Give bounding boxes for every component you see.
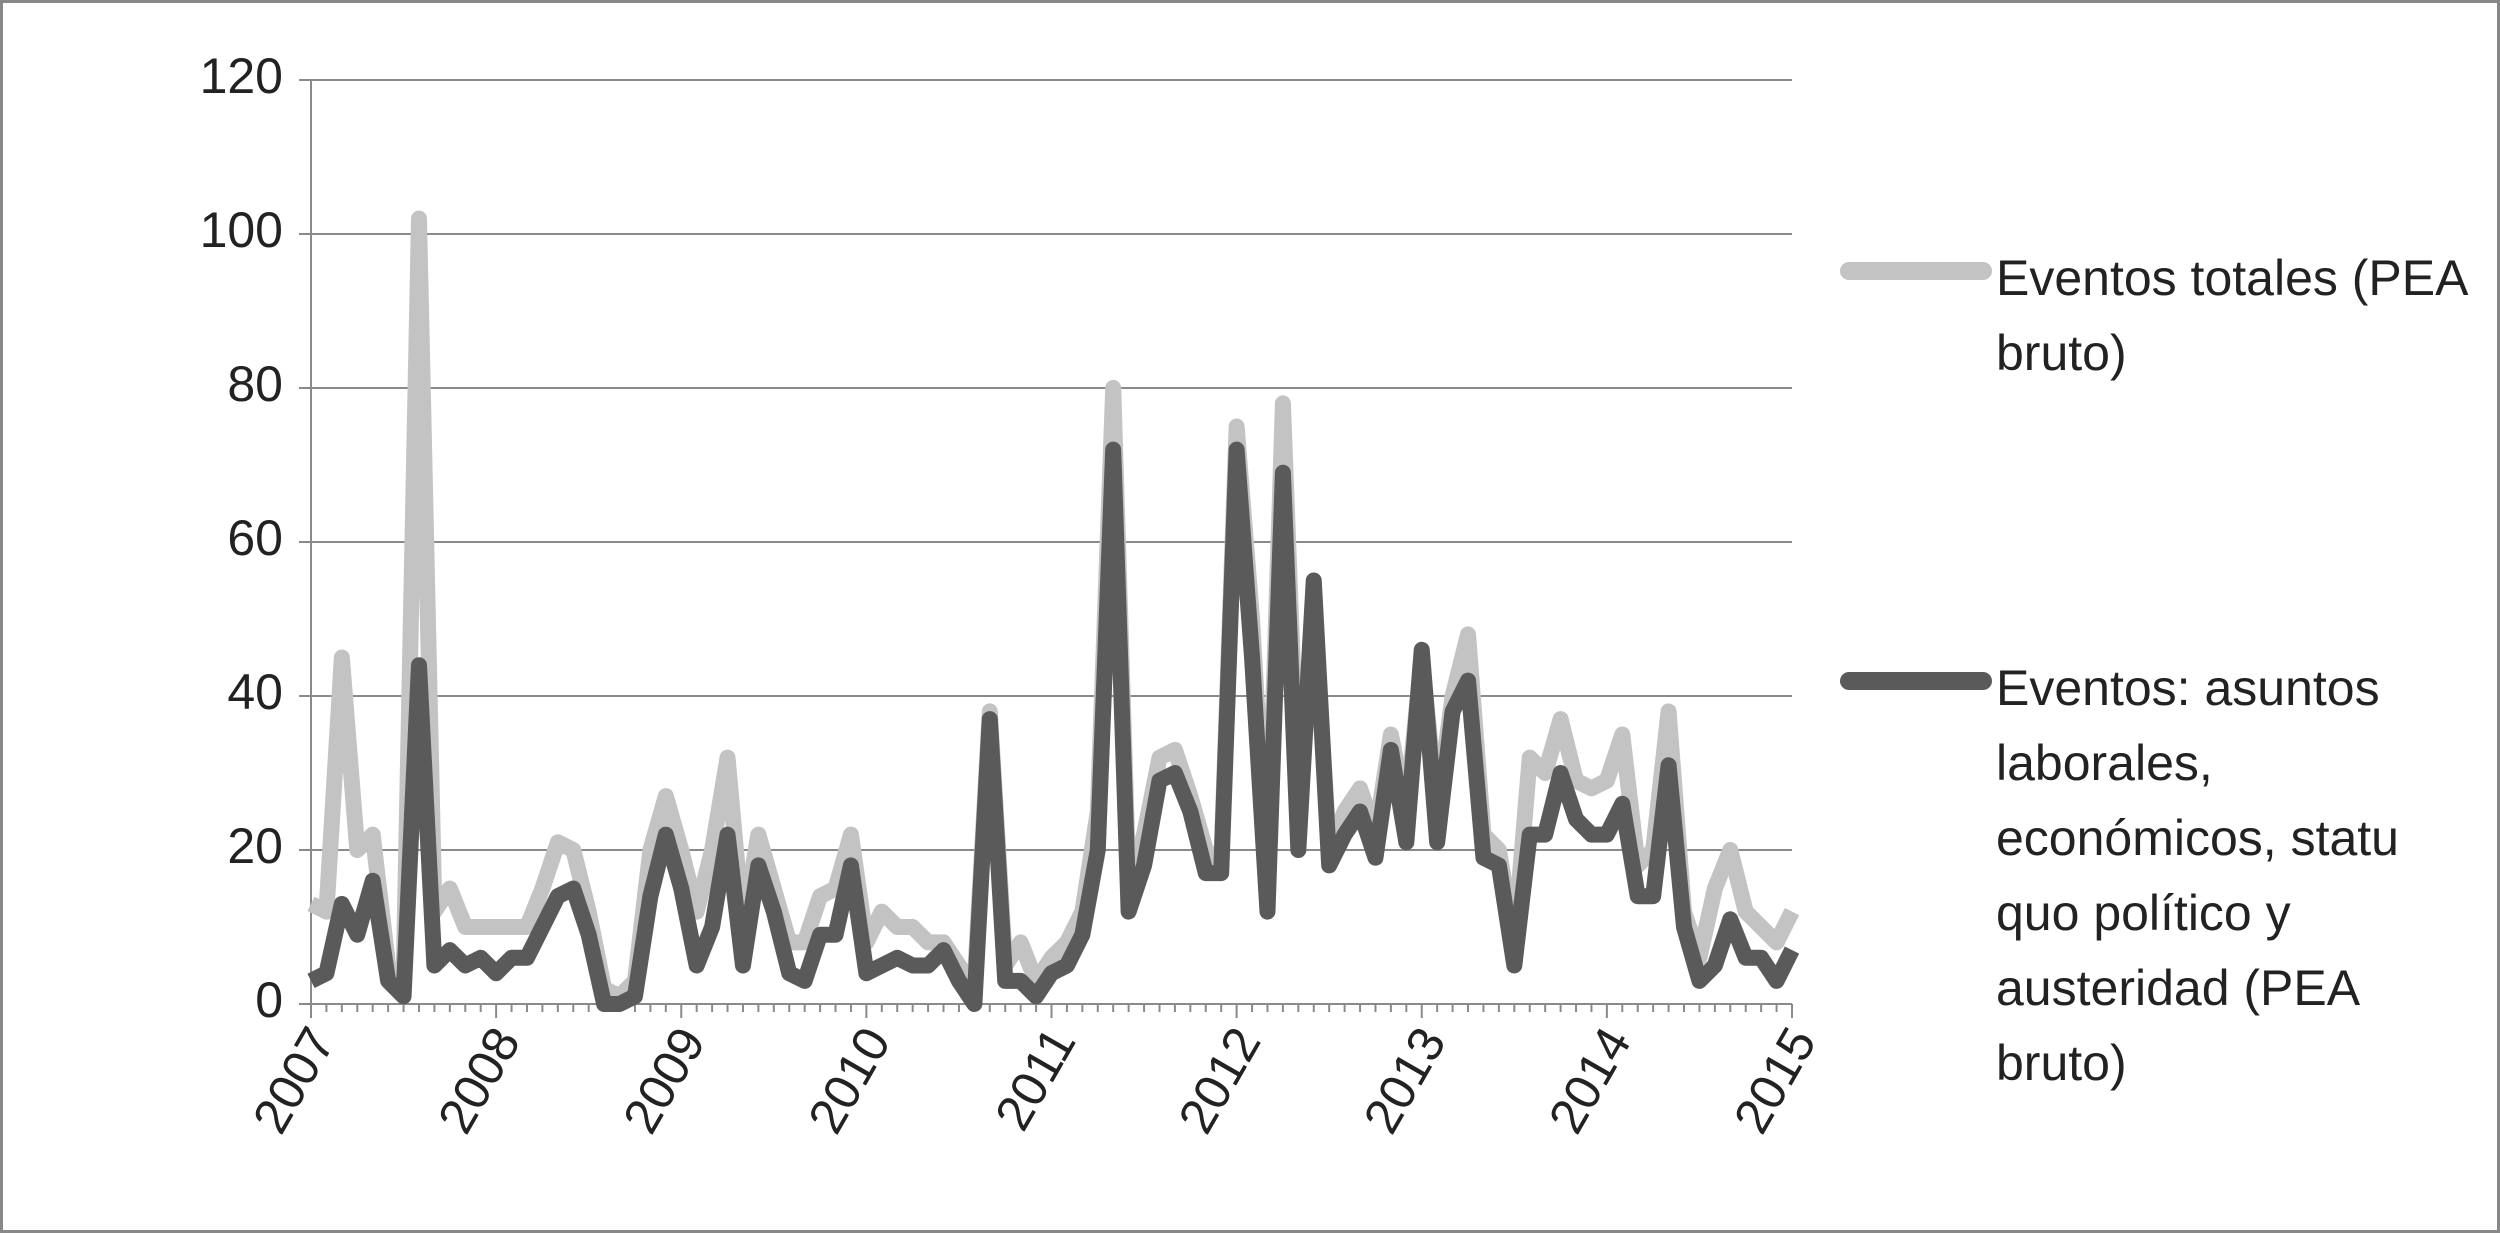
- x-tick-label: 2011: [984, 1018, 1086, 1139]
- legend-label: Eventos totales (PEA bruto): [1996, 250, 2466, 381]
- data-line: [307, 210, 1800, 1005]
- y-tick-label: 100: [200, 202, 283, 258]
- x-tick-label: 2015: [1723, 1018, 1827, 1142]
- x-tick-label: 2008: [427, 1018, 531, 1142]
- y-tick-label: 60: [227, 510, 283, 566]
- legend-label: Eventos: asuntos laborales, económicos, …: [1996, 660, 2399, 1091]
- y-tick-label: 20: [227, 818, 283, 874]
- chart: 0 20 40 60 80 100 120 2007 2008 2009 2010 2011 2012 2…: [200, 48, 1992, 1142]
- y-tick-label: 80: [227, 356, 283, 412]
- y-tick-label: 40: [227, 664, 283, 720]
- x-tick-label: 2012: [1167, 1018, 1271, 1142]
- x-tick-label: 2010: [797, 1018, 901, 1142]
- data-line: [307, 441, 1800, 1012]
- y-tick-label: 0: [255, 972, 283, 1028]
- x-tick-label: 2013: [1353, 1018, 1457, 1142]
- y-tick-label: 120: [200, 48, 283, 104]
- x-tick-label: 2009: [612, 1018, 716, 1142]
- x-tick-label: 2014: [1538, 1018, 1642, 1142]
- x-tick-label: 2007: [242, 1018, 346, 1142]
